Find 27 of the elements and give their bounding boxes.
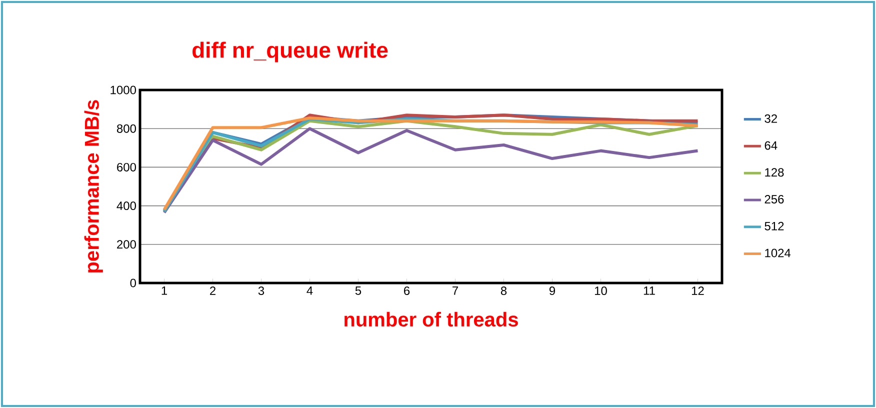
x-tick-label: 9 (549, 286, 556, 296)
y-tick-label: 800 (116, 124, 136, 133)
y-axis-title: performance MB/s (84, 100, 103, 272)
x-axis-title: number of threads (344, 312, 518, 327)
legend-label: 128 (765, 168, 784, 177)
legend-label: 64 (764, 141, 778, 150)
chart-title: diff nr_queue write (192, 42, 388, 62)
x-tick-label: 3 (258, 286, 264, 296)
x-tick-label: 1 (162, 286, 167, 295)
x-tick-label: 6 (404, 286, 410, 296)
x-tick-label: 12 (692, 286, 704, 295)
x-tick-label: 7 (452, 286, 458, 295)
y-tick-label: 200 (117, 240, 136, 249)
legend-label: 1024 (765, 248, 791, 258)
y-tick-label: 1000 (110, 86, 136, 94)
y-tick-label: 400 (116, 202, 136, 210)
legend-label: 32 (764, 114, 777, 123)
x-tick-label: 5 (355, 286, 362, 295)
y-tick-label: 0 (130, 278, 136, 288)
x-tick-label: 11 (644, 286, 655, 295)
x-tick-label: 10 (594, 286, 607, 296)
x-tick-label: 4 (306, 286, 313, 295)
x-tick-label: 8 (500, 286, 507, 296)
legend-label: 256 (764, 195, 784, 204)
x-tick-label: 2 (210, 286, 216, 295)
legend-label: 512 (764, 222, 784, 230)
y-tick-label: 600 (117, 162, 136, 172)
